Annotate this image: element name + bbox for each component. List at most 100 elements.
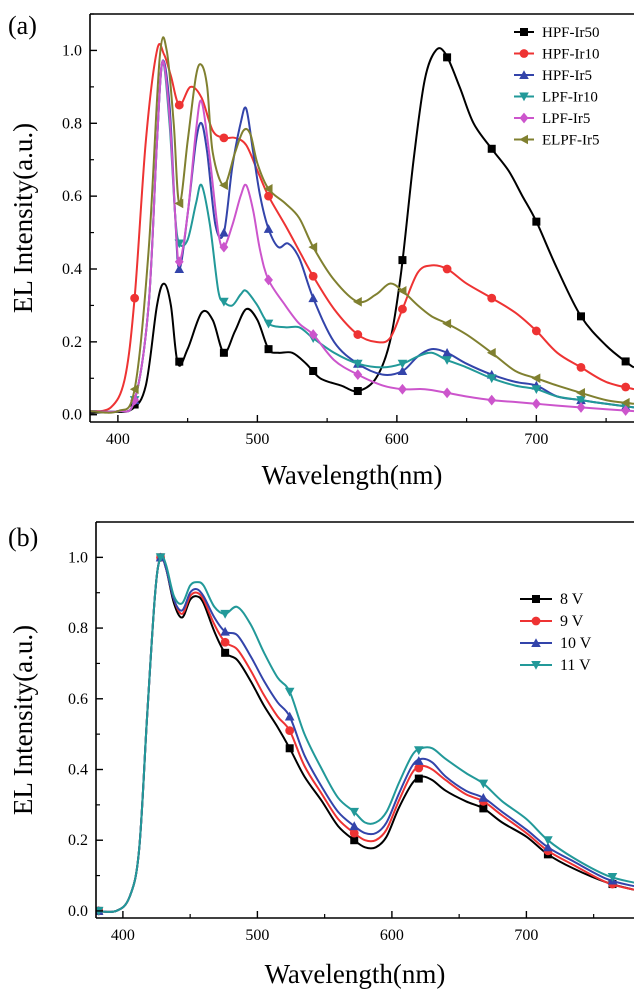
data-point [621,357,630,366]
data-point [414,774,423,783]
data-point [130,293,140,303]
data-point [398,383,407,395]
series-line [90,36,634,414]
data-point [487,394,497,406]
series-lpf-ir5 [90,60,634,416]
data-point [531,326,541,336]
data-point [284,711,295,721]
data-point [442,347,452,357]
data-point [349,821,360,831]
series-hpf-ir10 [90,43,634,413]
data-point [350,836,359,845]
legend-label: 11 V [560,657,591,674]
x-tick-label: 400 [106,431,130,448]
data-point [285,744,294,753]
legend-item: 10 V [520,635,592,652]
data-point [353,359,363,369]
legend-marker [519,112,529,124]
legend-label: LPF-Ir10 [542,90,598,106]
y-tick-label: 0.6 [62,188,82,205]
data-point [264,345,273,354]
y-tick-label: 0.2 [68,832,88,849]
data-point [353,369,363,381]
legend-marker [519,70,529,79]
data-point [353,330,363,339]
y-tick-label: 1.0 [62,42,82,59]
data-point [175,357,184,366]
series-11v [96,553,634,916]
data-point [531,385,542,395]
data-point [531,398,541,410]
legend-marker [520,28,528,36]
y-tick-label: 0.6 [68,691,88,708]
panel-label: (a) [8,11,37,40]
data-point [264,191,273,201]
x-tick-label: 500 [245,431,269,448]
data-point [397,366,408,375]
legend-label: HPF-Ir10 [542,47,600,63]
y-tick-label: 0.4 [68,762,88,779]
legend-item: 11 V [520,657,591,674]
legend-item: HPF-Ir10 [514,47,600,63]
data-point [486,347,496,358]
data-point [263,319,274,329]
data-point [308,242,318,252]
data-point [309,367,318,375]
data-point [442,387,452,399]
data-point [174,264,185,273]
data-point [543,836,553,846]
y-tick-label: 0.0 [68,903,88,920]
chart-panel-b: 0.0 0.2 0.4 0.6 0.8 1.0 400 500 600 700 Wavelength… [8,521,634,989]
series-elpf-ir5 [90,36,634,414]
data-point [349,828,359,838]
data-point [155,553,166,563]
legend-label: 8 V [560,591,584,608]
legend-marker [531,661,541,670]
data-point [129,384,139,395]
plot-area [96,552,634,916]
data-point [543,842,553,852]
legend-marker [532,595,540,603]
x-axis-label: Wavelength(nm) [262,460,443,490]
x-tick-label: 600 [380,927,404,944]
data-point [621,405,631,416]
data-point [576,312,585,321]
y-axis-label: EL Intensity(a.u.) [8,123,38,313]
data-point [220,609,230,619]
data-point [576,362,586,372]
series-line [90,60,634,413]
y-tick-label: 0.4 [62,261,82,278]
data-point [442,356,452,365]
data-point [478,779,489,789]
data-point [621,382,631,392]
data-point [263,224,274,233]
data-point [487,293,497,303]
legend-item: HPF-Ir50 [514,25,600,41]
legend-item: 8 V [520,591,584,608]
data-point [221,648,230,657]
y-tick-label: 0.2 [62,334,82,351]
data-point [442,318,452,329]
x-tick-label: 600 [385,431,409,448]
data-point [398,304,407,314]
legend-label: 9 V [560,613,584,630]
legend-marker [519,92,529,102]
data-point [349,807,360,817]
data-point [443,53,452,62]
data-point [478,792,489,802]
legend-item: LPF-Ir5 [514,111,590,127]
data-point [284,687,295,697]
y-tick-label: 0.8 [62,115,82,132]
data-point [174,256,184,268]
legend-marker [519,49,529,58]
legend-item: ELPF-Ir5 [514,133,600,149]
legend-label: 10 V [560,635,592,652]
data-point [219,227,229,237]
data-point [219,241,229,253]
x-tick-label: 700 [514,927,538,944]
data-point [219,133,229,143]
x-tick-label: 400 [111,927,135,944]
data-point [414,746,424,756]
data-point [607,872,618,882]
